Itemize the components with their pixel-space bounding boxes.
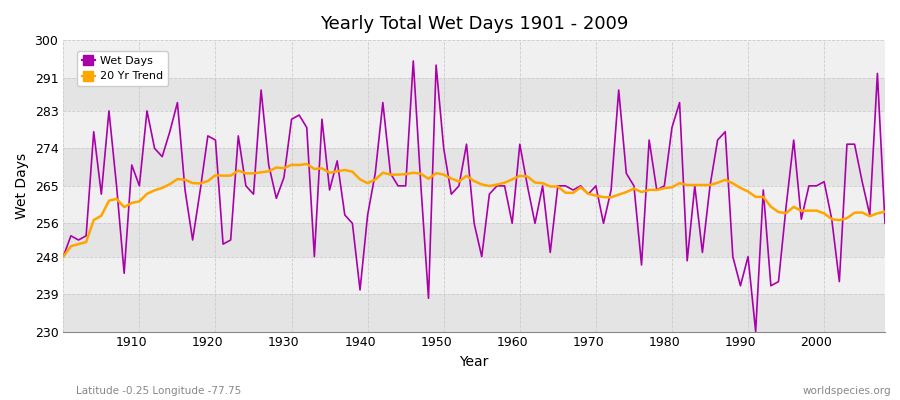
Text: worldspecies.org: worldspecies.org (803, 386, 891, 396)
Bar (63, 148, 885, 186)
Bar (63, 223, 885, 257)
X-axis label: Year: Year (460, 355, 489, 369)
Text: Latitude -0.25 Longitude -77.75: Latitude -0.25 Longitude -77.75 (76, 386, 242, 396)
Y-axis label: Wet Days: Wet Days (15, 153, 29, 219)
Bar (63, 294, 885, 332)
Legend: Wet Days, 20 Yr Trend: Wet Days, 20 Yr Trend (77, 52, 168, 86)
Title: Yearly Total Wet Days 1901 - 2009: Yearly Total Wet Days 1901 - 2009 (320, 15, 628, 33)
Bar (63, 78, 885, 111)
